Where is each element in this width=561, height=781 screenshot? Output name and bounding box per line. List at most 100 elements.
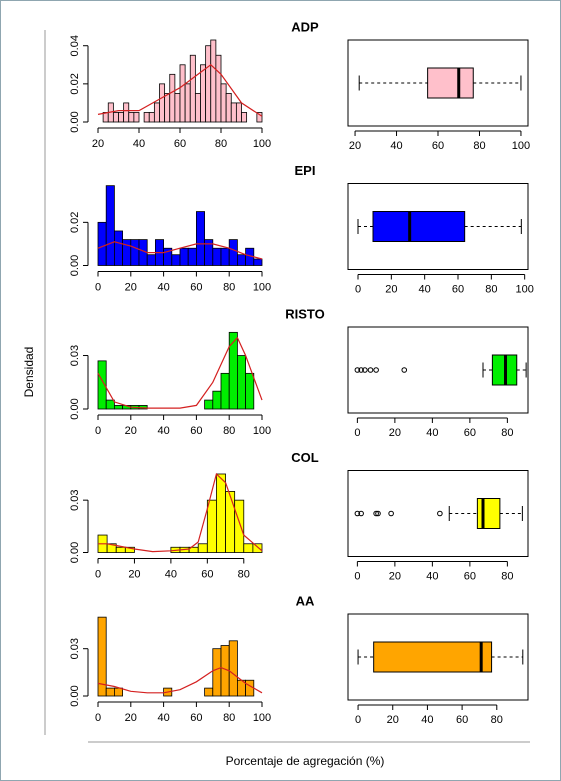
y-tick-label: 0.00: [69, 255, 81, 276]
x-tick-label: 60: [464, 427, 476, 439]
histogram-bar: [195, 211, 205, 266]
histogram-bar: [189, 54, 196, 123]
x-tick-label: 20: [349, 140, 361, 152]
histogram-bar: [184, 83, 191, 123]
x-tick-label: 40: [157, 425, 169, 437]
x-tick-label: 60: [456, 714, 468, 726]
x-tick-label: 0: [95, 568, 101, 580]
x-tick-label: 80: [223, 712, 235, 724]
x-tick-label: 20: [125, 425, 137, 437]
histogram-bar: [220, 83, 227, 123]
plot-frame: [347, 326, 529, 414]
histogram-bar: [97, 221, 107, 266]
histogram-bar: [215, 54, 222, 123]
panel-title: ADP: [291, 19, 319, 34]
x-tick-label: 20: [125, 281, 137, 293]
x-tick-label: 100: [253, 712, 271, 724]
outlier: [358, 367, 364, 373]
outlier: [367, 367, 374, 373]
histogram-bar: [114, 230, 124, 266]
histogram-bar: [143, 112, 150, 123]
panel-title: EPI: [295, 163, 316, 178]
density-line: [97, 241, 263, 260]
x-tick-label: 20: [389, 570, 401, 582]
histogram-bar: [105, 687, 115, 697]
y-axis-label: Densidad: [22, 347, 36, 398]
x-tick-label: 80: [238, 568, 250, 580]
histogram-bar: [234, 499, 245, 553]
histogram-bar: [153, 102, 160, 123]
histogram-bar: [174, 92, 181, 123]
y-tick-label: 0.00: [69, 685, 81, 706]
x-tick-label: 80: [485, 283, 497, 295]
histogram-bar: [216, 473, 226, 553]
x-tick-label: 100: [253, 138, 271, 150]
histogram-bar: [204, 687, 214, 697]
y-tick-label: 0.00: [69, 398, 81, 419]
x-tick-label: 40: [157, 281, 169, 293]
x-tick-label: 80: [215, 138, 227, 150]
density-line: [97, 64, 263, 117]
histogram-bar: [245, 372, 255, 410]
x-tick-label: 20: [92, 138, 104, 150]
y-tick-label: 0.00: [69, 542, 81, 563]
x-tick-label: 80: [473, 140, 485, 152]
histogram-bar: [146, 254, 156, 266]
box: [372, 211, 466, 242]
histogram-bar: [171, 254, 181, 266]
density-line: [97, 336, 263, 409]
panel-title: AA: [296, 593, 315, 608]
histogram-bar: [243, 543, 254, 553]
x-tick-label: 0: [95, 281, 101, 293]
histogram-bar: [205, 45, 212, 123]
histogram-bar: [128, 112, 135, 123]
y-tick-label: 0.03: [69, 489, 81, 510]
histogram-bar: [253, 258, 263, 266]
histogram-bar: [112, 112, 119, 123]
histogram-bar: [220, 247, 230, 266]
histogram-bar: [230, 102, 237, 123]
histogram-bar: [212, 648, 222, 697]
outlier: [373, 367, 379, 373]
x-tick-label: 100: [253, 425, 271, 437]
histogram-bar: [228, 640, 238, 697]
x-tick-label: 60: [432, 140, 444, 152]
x-tick-label: 60: [201, 568, 213, 580]
outlier: [354, 510, 361, 517]
y-tick-label: 0.00: [69, 111, 81, 132]
histogram-bar: [114, 687, 124, 697]
histogram-bar: [123, 102, 130, 123]
x-tick-label: 20: [125, 712, 137, 724]
y-tick-label: 0.02: [69, 73, 81, 94]
outlier: [401, 367, 408, 373]
histogram-bar: [187, 247, 197, 266]
x-tick-label: 60: [190, 712, 202, 724]
histogram-bar: [212, 390, 222, 410]
histogram-bar: [179, 247, 189, 266]
x-tick-label: 20: [387, 714, 399, 726]
histogram-bar: [122, 239, 132, 266]
x-tick-label: 60: [190, 281, 202, 293]
histogram-bar: [169, 73, 176, 123]
plot-frame: [347, 470, 529, 557]
x-tick-label: 60: [174, 138, 186, 150]
histogram-bar: [148, 112, 155, 123]
y-tick-label: 0.02: [69, 212, 81, 233]
histogram-bar: [210, 39, 217, 123]
outlier: [362, 367, 368, 373]
x-tick-label: 20: [385, 283, 397, 295]
outlier: [437, 510, 443, 517]
outlier: [373, 510, 379, 517]
x-tick-label: 60: [464, 570, 476, 582]
box: [476, 498, 501, 529]
x-tick-label: 100: [253, 281, 271, 293]
x-tick-label: 40: [426, 427, 438, 439]
panel-title: COL: [291, 450, 319, 465]
x-tick-label: 0: [355, 714, 361, 726]
histogram-bar: [220, 372, 230, 410]
y-tick-label: 0.03: [69, 638, 81, 659]
histogram-bar: [236, 254, 246, 266]
y-tick-label: 0.03: [69, 345, 81, 366]
histogram-bar: [241, 112, 248, 123]
